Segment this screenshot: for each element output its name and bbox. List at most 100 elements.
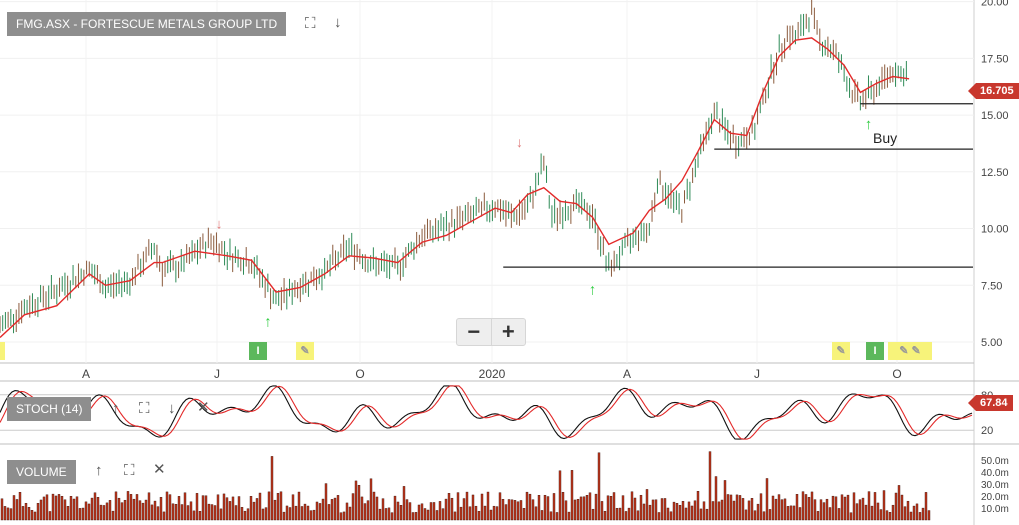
volume-bar <box>282 511 286 521</box>
arrow-down-icon[interactable]: ↓ <box>168 400 176 417</box>
volume-bar <box>513 500 517 521</box>
volume-bar <box>801 491 805 521</box>
volume-bar <box>174 504 178 521</box>
volume-bar <box>120 502 124 521</box>
close-icon[interactable]: ✕ <box>153 461 166 478</box>
volume-bar <box>630 491 634 521</box>
volume-bar <box>378 508 382 521</box>
arrow-up-icon[interactable]: ↑ <box>95 462 103 479</box>
price-panel <box>0 0 974 363</box>
pencil-marker-icon[interactable]: ✎ ✎ <box>888 342 932 360</box>
volume-bar <box>90 497 94 521</box>
volume-bar <box>783 498 787 521</box>
volume-bar <box>759 493 763 521</box>
volume-bar <box>543 494 547 521</box>
x-tick-label: J <box>214 367 220 381</box>
volume-bar <box>60 496 64 521</box>
volume-bar <box>486 491 490 521</box>
volume-bar <box>0 498 4 521</box>
volume-bar <box>594 493 598 521</box>
zoom-out-button[interactable]: − <box>457 319 492 345</box>
indicator-marker[interactable]: I <box>866 342 884 360</box>
pencil-marker-icon[interactable]: ✎ <box>832 342 850 360</box>
volume-bar <box>669 511 673 521</box>
volume-bar <box>15 499 19 521</box>
volume-bar <box>657 512 661 521</box>
volume-bar <box>177 496 181 521</box>
volume-bar <box>897 485 901 521</box>
volume-bar <box>18 492 22 521</box>
volume-bar <box>42 496 46 521</box>
volume-bar <box>504 504 508 521</box>
volume-bar <box>84 501 88 521</box>
volume-bar <box>237 496 241 521</box>
volume-bar <box>792 505 796 521</box>
volume-bar <box>333 497 337 521</box>
volume-bar <box>351 493 355 521</box>
volume-tick-label: 50.0m <box>981 456 1009 467</box>
volume-bar <box>171 503 175 521</box>
volume-bar <box>648 504 652 521</box>
volume-bar <box>318 503 322 521</box>
volume-bar <box>522 508 526 521</box>
volume-bar <box>105 502 109 521</box>
volume-bar <box>489 509 493 521</box>
volume-bar <box>471 494 475 521</box>
indicator-marker[interactable]: I <box>249 342 267 360</box>
volume-bar <box>786 506 790 521</box>
volume-bar <box>654 499 658 521</box>
volume-bar <box>270 456 274 521</box>
volume-bar <box>411 512 415 521</box>
volume-bar <box>867 491 871 521</box>
buy-annotation: Buy <box>873 130 898 146</box>
volume-bar <box>39 499 43 521</box>
volume-bar <box>873 492 877 521</box>
volume-tick-label: 40.0m <box>981 468 1009 479</box>
volume-bar <box>45 494 49 521</box>
volume-bar <box>696 491 700 521</box>
volume-bar <box>681 501 685 521</box>
y-tick-label: 10.00 <box>981 224 1009 236</box>
sell-arrow-icon: ↓ <box>216 216 223 232</box>
volume-bar <box>846 494 850 521</box>
volume-bar <box>213 505 217 521</box>
volume-bar <box>888 512 892 521</box>
volume-bar <box>384 508 388 521</box>
volume-bar <box>915 503 919 521</box>
volume-bar <box>9 508 13 521</box>
volume-bar <box>780 499 784 521</box>
zoom-in-button[interactable]: + <box>501 319 515 344</box>
arrow-down-icon[interactable]: ↓ <box>334 14 342 31</box>
volume-bar <box>642 503 646 521</box>
x-tick-label: A <box>82 367 90 381</box>
volume-bar <box>267 491 271 521</box>
pencil-marker-icon[interactable] <box>0 342 5 360</box>
pencil-marker-icon[interactable]: ✎ <box>296 342 314 360</box>
volume-bar <box>363 503 367 521</box>
arrow-up-icon[interactable]: ↑ <box>112 400 120 417</box>
x-tick-label: A <box>623 367 631 381</box>
volume-bar <box>576 499 580 521</box>
volume-bar <box>750 498 754 521</box>
volume-bar <box>714 476 718 521</box>
expand-icon[interactable]: ⛶ <box>124 462 135 479</box>
volume-bar <box>153 500 157 521</box>
volume-bar <box>585 495 589 521</box>
volume-bar <box>261 508 265 521</box>
volume-bar <box>243 510 247 521</box>
close-icon[interactable]: ✕ <box>197 399 210 416</box>
volume-bar <box>459 506 463 521</box>
volume-bar <box>54 495 58 521</box>
volume-bar <box>906 500 910 521</box>
volume-bar <box>126 491 130 521</box>
volume-bar <box>222 493 226 521</box>
volume-bar <box>645 489 649 521</box>
volume-bar <box>330 499 334 521</box>
expand-icon[interactable]: ⛶ <box>305 15 316 32</box>
sell-arrow-icon: ↓ <box>833 0 840 2</box>
expand-icon[interactable]: ⛶ <box>139 400 150 417</box>
volume-bar <box>480 493 484 521</box>
stoch-value-badge: 67.84 <box>968 395 1013 411</box>
volume-bar <box>651 499 655 521</box>
